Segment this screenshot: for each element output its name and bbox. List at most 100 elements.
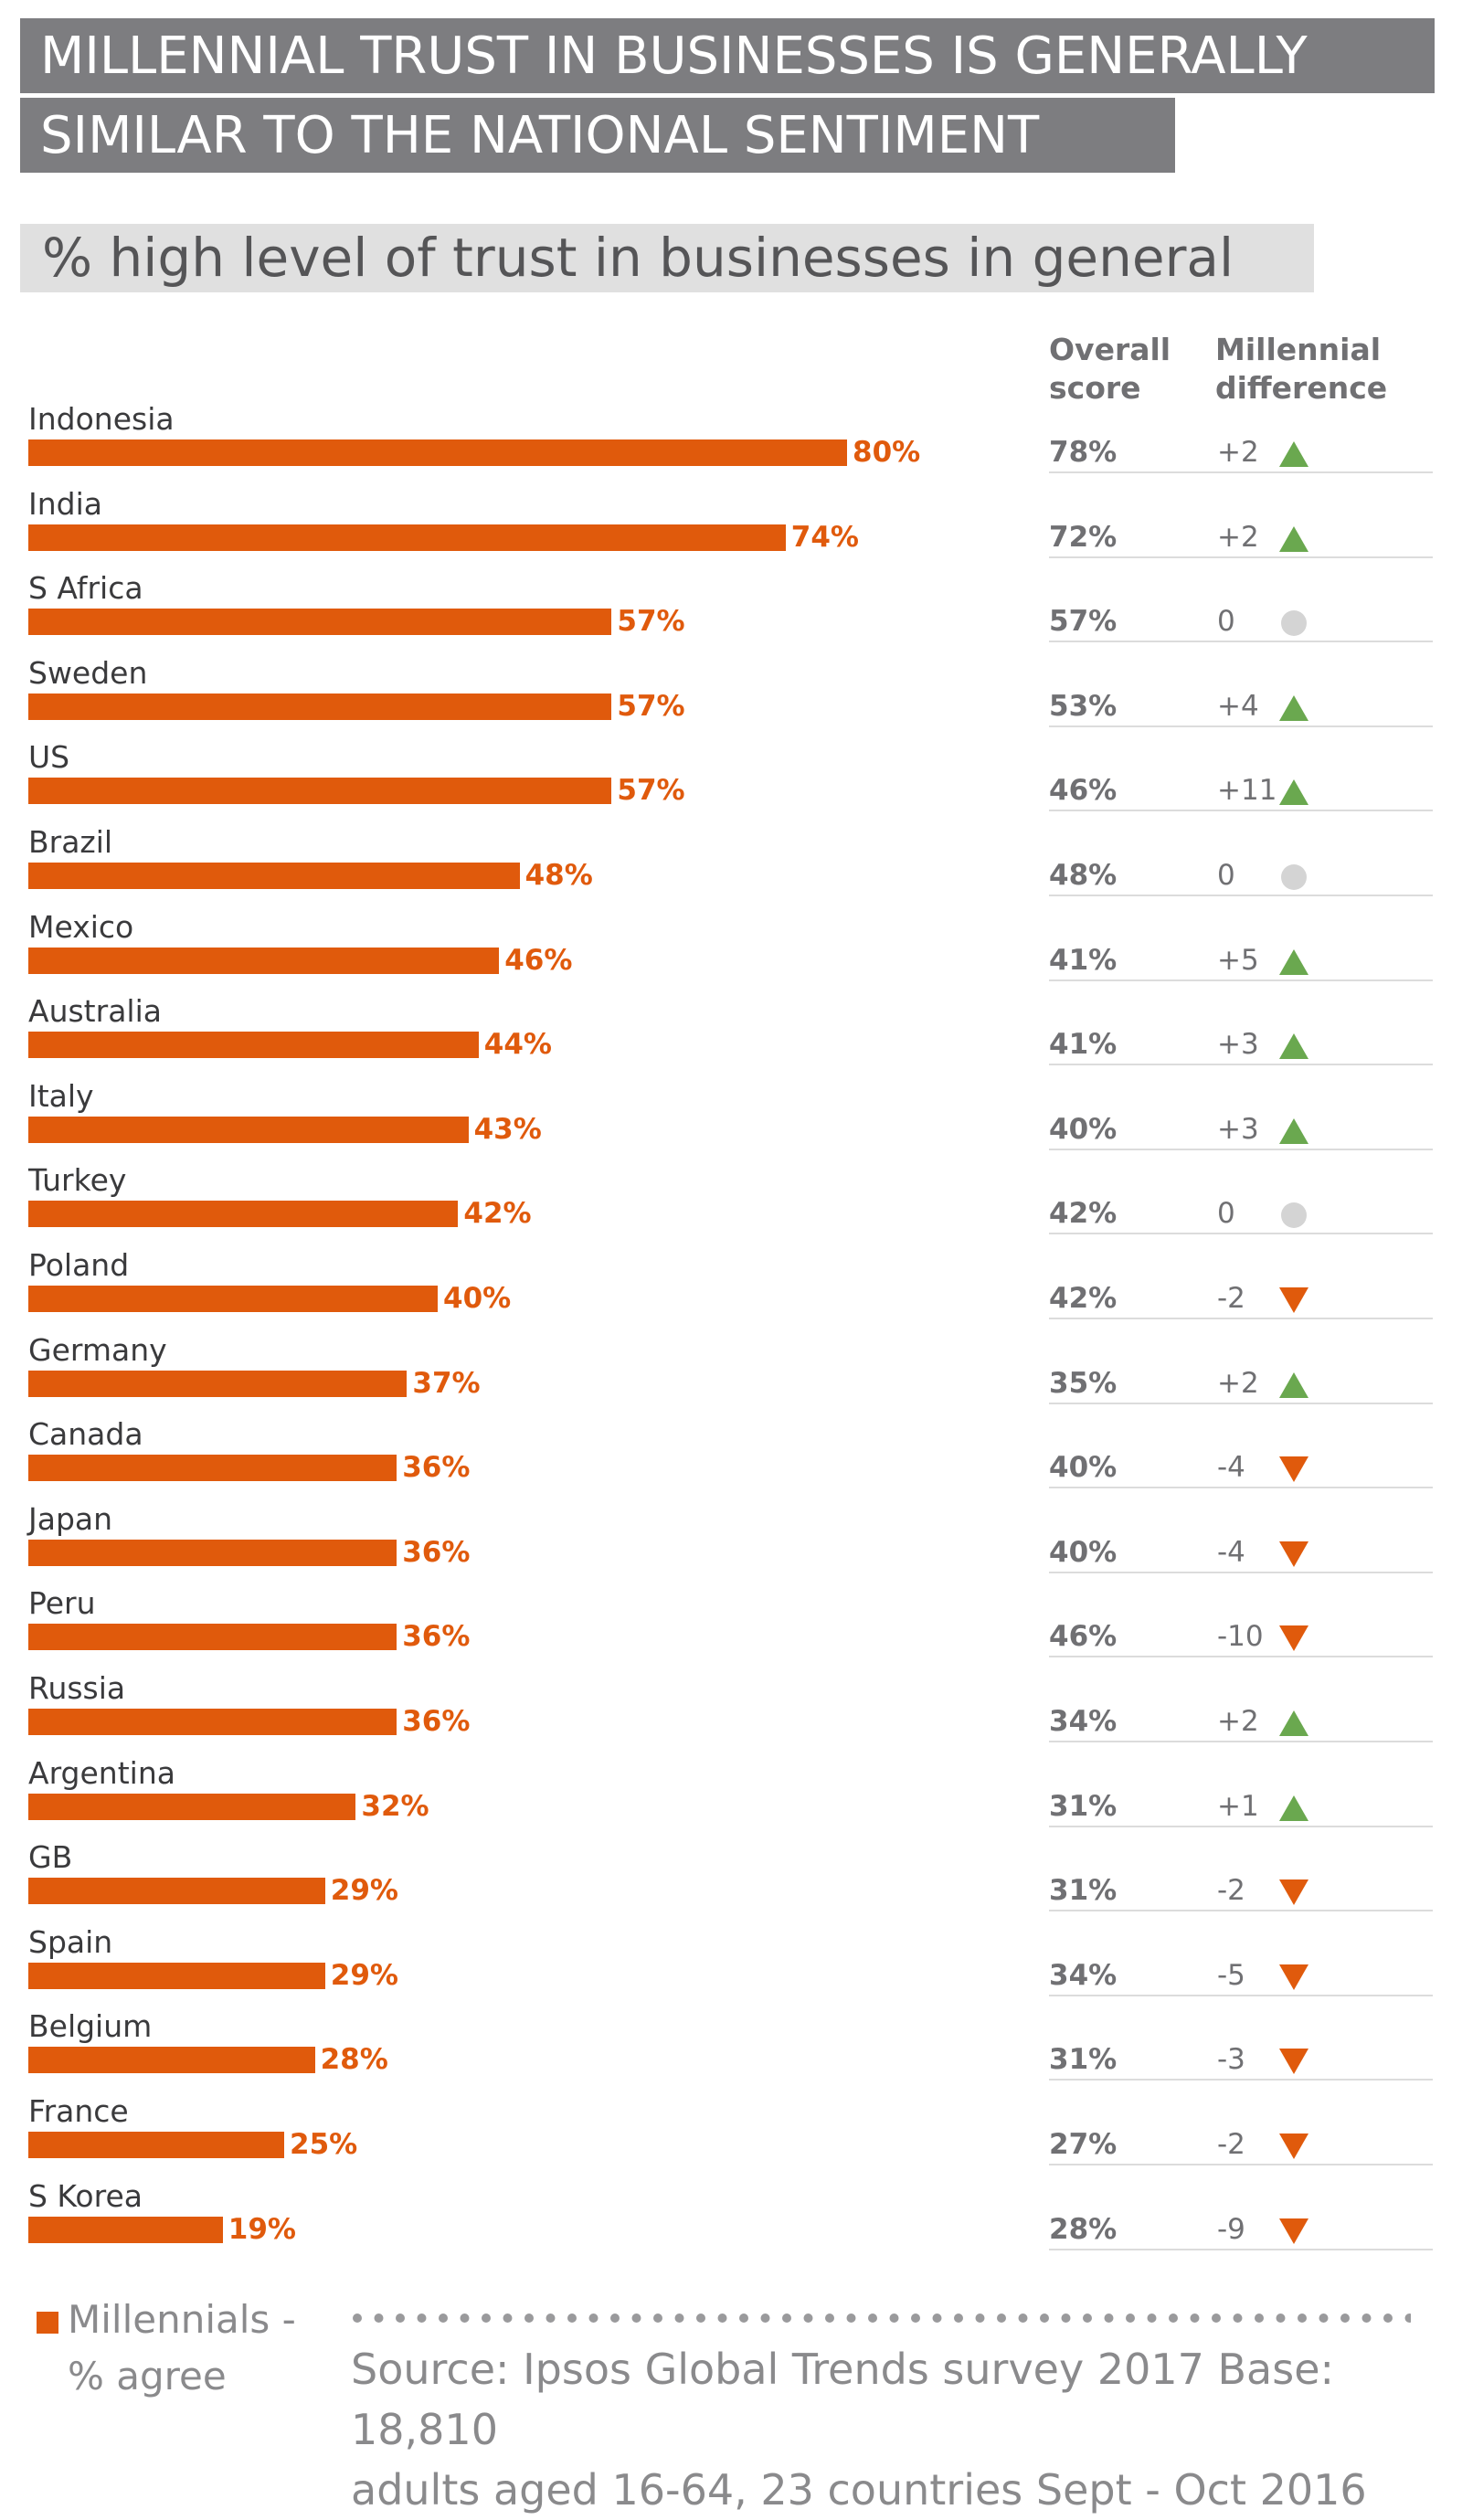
millennial-difference-value: +3 [1217,1028,1259,1062]
bar-value-label: 44% [483,1028,552,1062]
dotted-divider [353,2314,1411,2323]
row-divider [1049,641,1433,643]
overall-score: 34% [1049,1958,1118,1992]
up-triangle-icon [1279,694,1308,721]
country-label: India [28,485,102,522]
row-divider [1049,1994,1433,1996]
row-divider [1049,979,1433,981]
country-label: Japan [28,1500,113,1537]
row-divider [1049,1571,1433,1573]
row-divider [1049,1741,1433,1742]
millennial-difference-value: -5 [1217,1958,1245,1992]
bar-value-label: 36% [402,1705,471,1738]
country-label: Australia [28,993,162,1030]
country-label: Argentina [28,1754,175,1791]
country-label: Peru [28,1585,96,1622]
up-triangle-icon [1279,1795,1308,1821]
overall-score: 34% [1049,1705,1118,1738]
chart-row: India 74% 72% +2 [0,473,1462,558]
bar-value-label: 36% [402,1620,471,1654]
bar-value-label: 28% [320,2043,388,2077]
millennial-difference-value: -2 [1217,1874,1245,1908]
bar-us [28,778,612,805]
country-label: Spain [28,1923,113,1960]
chart-row: Turkey 42% 42% 0 [0,1149,1462,1235]
bar-value-label: 29% [330,1958,398,1992]
chart-row: S Africa 57% 57% 0 [0,557,1462,643]
overall-score: 27% [1049,2128,1118,2161]
millennial-difference-value: 0 [1217,605,1235,639]
overall-score: 53% [1049,689,1118,723]
legend-label-line2: % agree [68,2354,227,2398]
row-divider [1049,2248,1433,2250]
row-divider [1049,1064,1433,1066]
down-triangle-icon [1279,1541,1308,1567]
country-label: GB [28,1839,73,1876]
chart-row: Argentina 32% 31% +1 [0,1742,1462,1827]
overall-score: 78% [1049,436,1118,469]
neutral-circle-icon [1281,610,1307,637]
up-triangle-icon [1279,948,1308,975]
chart-row: Russia 36% 34% +2 [0,1657,1462,1742]
chart-row: GB 29% 31% -2 [0,1826,1462,1912]
bar-value-label: 74% [790,520,859,554]
country-label: Sweden [28,654,148,691]
chart-row: France 25% 27% -2 [0,2081,1462,2165]
title-line-2: SIMILAR TO THE NATIONAL SENTIMENT [20,98,1175,173]
down-triangle-icon [1279,2049,1308,2075]
bar-value-label: 48% [524,859,593,892]
bar-japan [28,1539,397,1566]
overall-score: 41% [1049,943,1118,977]
down-triangle-icon [1279,1625,1308,1652]
bar-australia [28,1032,479,1059]
millennial-difference-value: +1 [1217,1789,1259,1823]
country-label: Mexico [28,908,134,945]
overall-score-header: Overall score [1049,331,1213,408]
up-triangle-icon [1279,1710,1308,1736]
country-label: France [28,2093,129,2129]
bar-s-korea [28,2216,223,2243]
overall-score: 40% [1049,1451,1118,1485]
overall-score: 41% [1049,1028,1118,1062]
overall-score: 40% [1049,1535,1118,1569]
country-label: Russia [28,1670,126,1706]
overall-score: 72% [1049,520,1118,554]
bar-value-label: 19% [228,2212,296,2246]
source-note: Source: Ipsos Global Trends survey 2017 … [351,2339,1447,2520]
chart-row: Brazil 48% 48% 0 [0,811,1462,896]
bar-value-label: 57% [617,774,685,808]
chart-row: Italy 43% 40% +3 [0,1065,1462,1150]
chart-row: US 57% 46% +11 [0,726,1462,812]
up-triangle-icon [1279,525,1308,552]
overall-score: 31% [1049,2043,1118,2077]
down-triangle-icon [1279,1456,1308,1483]
country-label: Italy [28,1077,94,1114]
bar-sweden [28,693,612,720]
millennial-difference-value: +2 [1217,1705,1259,1738]
bar-value-label: 29% [330,1874,398,1908]
country-label: Canada [28,1416,143,1453]
overall-score: 31% [1049,1874,1118,1908]
down-triangle-icon [1279,1964,1308,1990]
overall-score-header-line1: Overall [1049,332,1171,367]
millennial-difference-value: +2 [1217,520,1259,554]
bar-france [28,2132,284,2158]
overall-score: 28% [1049,2212,1118,2246]
bar-poland [28,1286,438,1312]
country-label: US [28,739,70,776]
overall-score: 46% [1049,774,1118,808]
millennial-difference-header: Millennial difference [1215,331,1453,408]
bar-value-label: 32% [361,1789,429,1823]
chart-row: Australia 44% 41% +3 [0,980,1462,1066]
up-triangle-icon [1279,779,1308,806]
country-label: S Korea [28,2177,143,2214]
millennial-difference-header-line1: Millennial [1215,332,1382,367]
millennial-difference-value: +5 [1217,943,1259,977]
bar-value-label: 57% [617,689,685,723]
bar-mexico [28,947,500,974]
millennial-difference-value: -4 [1217,1451,1245,1485]
overall-score: 40% [1049,1112,1118,1146]
bar-peru [28,1624,397,1651]
legend-swatch-millennials [37,2312,58,2334]
bar-italy [28,1116,469,1143]
